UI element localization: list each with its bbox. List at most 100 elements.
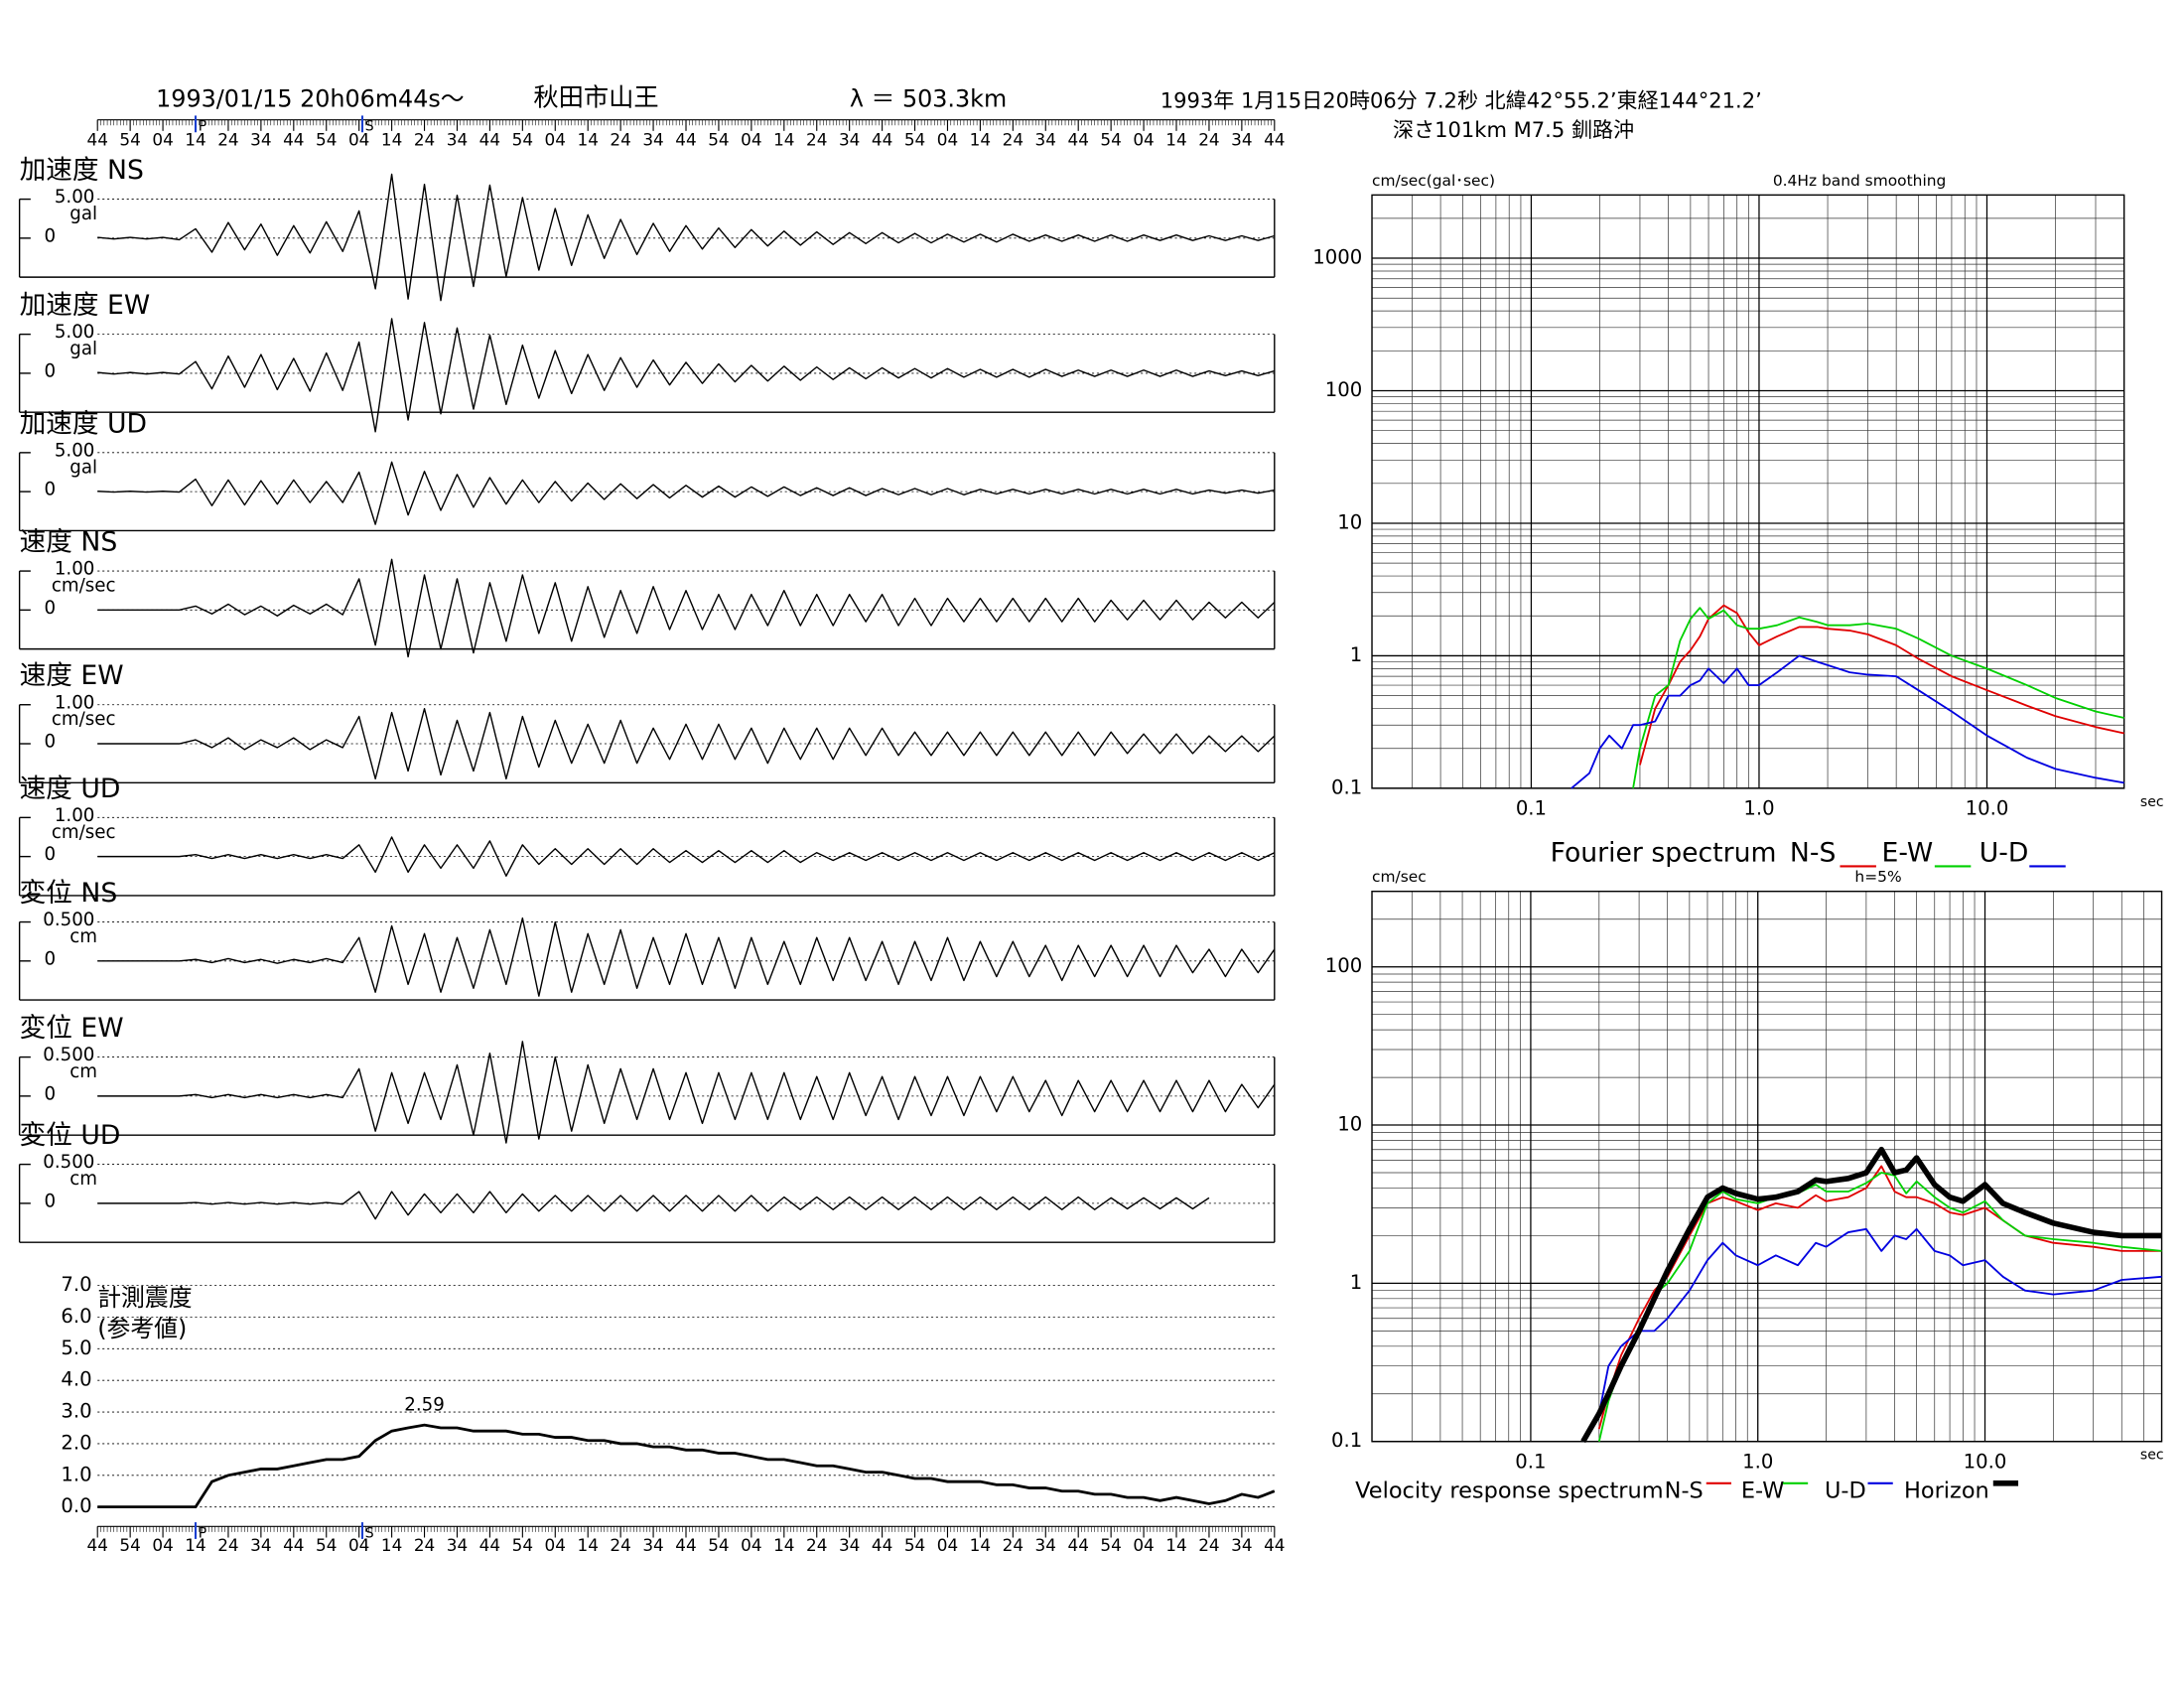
x-axis-unit: sec <box>2140 1448 2164 1464</box>
legend-title: Velocity response spectrum <box>1355 1478 1663 1504</box>
y-tick-label: 5.00 <box>55 440 95 461</box>
y-tick-label: 1 <box>1350 1271 1363 1294</box>
x-tick-label: 24 <box>806 130 827 150</box>
y-tick-label: 3.0 <box>61 1400 91 1423</box>
x-tick-label: 44 <box>1264 1535 1285 1555</box>
x-tick-label: 04 <box>1133 1535 1154 1555</box>
x-tick-label: 24 <box>1198 130 1219 150</box>
panel-unit: cm <box>69 1061 97 1082</box>
header-epicenter: 深さ101km M7.5 釧路沖 <box>1393 117 1634 142</box>
y-tick-label: 0 <box>45 1191 57 1211</box>
y-axis-unit: cm/sec(gal･sec) <box>1372 172 1495 190</box>
x-tick-label: 14 <box>773 1535 794 1555</box>
y-tick-label: 0 <box>45 480 57 500</box>
legend-label: U-D <box>1979 837 2029 868</box>
y-tick-label: 5.00 <box>55 322 95 343</box>
x-tick-label: 14 <box>773 130 794 150</box>
y-tick-label: 100 <box>1325 954 1362 977</box>
phase-marker-label: P <box>199 1525 206 1541</box>
x-tick-label: 44 <box>872 130 892 150</box>
x-tick-label: 34 <box>447 1535 468 1555</box>
header-origin: 1993年 1月15日20時06分 7.2秒 北緯42°55.2’東経144°2… <box>1160 87 1762 112</box>
x-tick-label: 24 <box>1003 130 1024 150</box>
waveform <box>97 558 1276 658</box>
y-tick-label: 5.00 <box>55 187 95 208</box>
x-tick-label: 44 <box>87 130 108 150</box>
y-tick-label: 5.0 <box>61 1336 91 1359</box>
subtitle: 0.4Hz band smoothing <box>1773 172 1946 190</box>
x-tick-label: 34 <box>1231 130 1252 150</box>
spectrum-line <box>1632 607 2124 789</box>
x-axis-unit: sec <box>2140 794 2164 810</box>
x-tick-label: 44 <box>1067 1535 1088 1555</box>
x-tick-label: 24 <box>217 130 238 150</box>
legend-label: U-D <box>1825 1478 1866 1504</box>
x-tick-label: 14 <box>185 130 205 150</box>
panel-unit: cm <box>69 1169 97 1190</box>
x-tick-label: 34 <box>250 1535 271 1555</box>
legend-label: N-S <box>1665 1478 1704 1504</box>
x-tick-label: 34 <box>1035 130 1056 150</box>
y-tick-label: 10 <box>1337 1113 1362 1136</box>
spectrum-line <box>1639 604 2124 766</box>
y-tick-label: 4.0 <box>61 1368 91 1391</box>
x-tick-label: 1.0 <box>1742 1450 1773 1473</box>
waveform <box>97 173 1275 302</box>
spectrum-line <box>1570 654 2124 789</box>
phase-marker-label: S <box>365 119 374 135</box>
x-tick-label: 10.0 <box>1966 796 2009 819</box>
x-tick-label: 24 <box>1198 1535 1219 1555</box>
x-tick-label: 34 <box>642 1535 663 1555</box>
x-tick-label: 14 <box>577 1535 598 1555</box>
x-tick-label: 44 <box>872 1535 892 1555</box>
x-tick-label: 24 <box>806 1535 827 1555</box>
x-tick-label: 04 <box>545 130 566 150</box>
waveform <box>97 1041 1276 1144</box>
x-tick-label: 54 <box>119 1535 140 1555</box>
x-tick-label: 54 <box>708 1535 729 1555</box>
y-tick-label: 1.0 <box>61 1463 91 1485</box>
x-tick-label: 04 <box>741 1535 761 1555</box>
legend-label: E-W <box>1741 1478 1785 1504</box>
x-tick-label: 54 <box>1100 130 1121 150</box>
x-tick-label: 44 <box>1264 130 1285 150</box>
x-tick-label: 54 <box>708 130 729 150</box>
intensity-title: (参考値) <box>97 1315 187 1342</box>
x-tick-label: 54 <box>316 1535 337 1555</box>
x-tick-label: 14 <box>381 1535 402 1555</box>
x-tick-label: 54 <box>1100 1535 1121 1555</box>
y-tick-label: 0 <box>45 225 57 246</box>
legend-label: Horizon <box>1904 1478 1989 1504</box>
x-tick-label: 54 <box>119 130 140 150</box>
intensity-title: 計測震度 <box>97 1284 192 1312</box>
spectrum-line <box>1580 1146 2162 1444</box>
phase-marker-label: S <box>365 1525 374 1541</box>
x-tick-label: 54 <box>904 130 925 150</box>
x-tick-label: 14 <box>1165 130 1186 150</box>
y-tick-label: 0 <box>45 948 57 969</box>
y-tick-label: 0 <box>45 361 57 382</box>
legend-label: N-S <box>1790 837 1836 868</box>
y-tick-label: 0.500 <box>43 1152 94 1173</box>
y-tick-label: 0.500 <box>43 1045 94 1065</box>
x-tick-label: 04 <box>152 1535 173 1555</box>
intensity-line <box>97 1423 1276 1509</box>
x-tick-label: 10.0 <box>1964 1450 2007 1473</box>
y-tick-label: 100 <box>1325 378 1362 401</box>
y-tick-label: 1.00 <box>55 559 95 580</box>
spectrum-line <box>1597 1172 2162 1442</box>
waveform <box>97 916 1276 997</box>
header-distance: λ ＝ 503.3km <box>850 84 1007 112</box>
spectrum-line <box>1581 1227 2162 1443</box>
panel-label: 速度 NS <box>20 527 118 558</box>
x-tick-label: 44 <box>283 1535 304 1555</box>
y-tick-label: 2.0 <box>61 1431 91 1454</box>
y-tick-label: 1 <box>1350 643 1363 666</box>
y-tick-label: 0.500 <box>43 910 94 930</box>
panel-label: 変位 EW <box>20 1013 124 1044</box>
header-station: 秋田市山王 <box>533 83 658 112</box>
legend-label: E-W <box>1882 837 1934 868</box>
x-tick-label: 14 <box>185 1535 205 1555</box>
